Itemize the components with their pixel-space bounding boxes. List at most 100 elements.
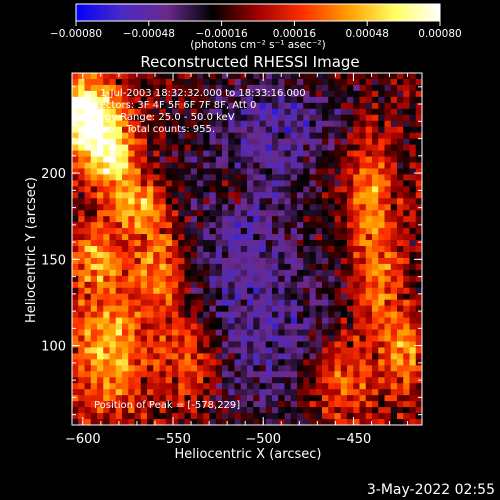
- heatmap-cell: [278, 84, 286, 92]
- heatmap-cell: [97, 389, 104, 396]
- heatmap-cell: [290, 413, 298, 420]
- heatmap-cell: [378, 353, 386, 360]
- heatmap-cell: [265, 311, 273, 319]
- heatmap-cell: [290, 174, 298, 181]
- heatmap-cell: [259, 335, 267, 343]
- heatmap-cell: [97, 281, 104, 289]
- heatmap-cell: [390, 180, 398, 187]
- heatmap-cell: [184, 353, 192, 360]
- heatmap-cell: [409, 132, 417, 140]
- heatmap-cell: [272, 371, 279, 378]
- heatmap-cell: [234, 144, 242, 152]
- heatmap-cell: [415, 73, 422, 80]
- heatmap-cell: [203, 287, 211, 295]
- heatmap-cell: [347, 407, 354, 414]
- heatmap-cell: [84, 395, 92, 402]
- heatmap-cell: [159, 281, 167, 289]
- heatmap-cell: [303, 90, 311, 98]
- heatmap-cell: [228, 96, 236, 104]
- heatmap-cell: [415, 234, 422, 241]
- heatmap-cell: [209, 210, 217, 217]
- heatmap-cell: [165, 222, 173, 229]
- heatmap-cell: [153, 198, 161, 205]
- heatmap-cell: [259, 347, 267, 355]
- heatmap-cell: [372, 299, 379, 307]
- heatmap-cell: [397, 144, 404, 152]
- heatmap-cell: [84, 305, 92, 313]
- heatmap-cell: [78, 78, 86, 86]
- heatmap-cell: [153, 287, 161, 295]
- heatmap-cell: [165, 204, 173, 211]
- heatmap-cell: [172, 156, 179, 164]
- heatmap-cell: [309, 419, 317, 425]
- heatmap-cell: [165, 317, 173, 325]
- heatmap-cell: [222, 246, 229, 253]
- heatmap-cell: [190, 311, 198, 319]
- heatmap-cell: [109, 347, 117, 355]
- heatmap-cell: [259, 96, 267, 104]
- heatmap-cell: [359, 335, 367, 343]
- heatmap-cell: [240, 269, 248, 277]
- heatmap-cell: [322, 275, 329, 283]
- heatmap-cell: [384, 222, 392, 229]
- heatmap-cell: [128, 120, 136, 128]
- heatmap-cell: [128, 90, 136, 98]
- heatmap-cell: [253, 371, 261, 378]
- heatmap-cell: [240, 90, 248, 98]
- heatmap-cell: [84, 144, 92, 152]
- heatmap-cell: [134, 305, 142, 313]
- heatmap-cell: [240, 114, 248, 122]
- heatmap-cell: [322, 144, 329, 152]
- heatmap-cell: [172, 240, 179, 247]
- heatmap-cell: [309, 90, 317, 98]
- heatmap-cell: [340, 186, 348, 193]
- heatmap-cell: [365, 371, 373, 378]
- heatmap-cell: [184, 84, 192, 92]
- heatmap-cell: [378, 222, 386, 229]
- heatmap-cell: [403, 186, 411, 193]
- heatmap-cell: [315, 353, 323, 360]
- heatmap-cell: [178, 269, 186, 277]
- heatmap-cell: [215, 114, 223, 122]
- heatmap-cell: [153, 228, 161, 235]
- heatmap-cell: [115, 216, 123, 223]
- heatmap-cell: [415, 419, 422, 425]
- heatmap-cell: [315, 156, 323, 164]
- heatmap-cell: [384, 407, 392, 414]
- heatmap-cell: [90, 341, 98, 349]
- heatmap-cell: [372, 73, 379, 80]
- heatmap-cell: [322, 419, 329, 425]
- heatmap-cell: [340, 174, 348, 181]
- heatmap-cell: [359, 186, 367, 193]
- heatmap-cell: [184, 401, 192, 408]
- heatmap-cell: [84, 96, 92, 104]
- heatmap-cell: [72, 293, 79, 301]
- heatmap-cell: [247, 341, 254, 349]
- heatmap-cell: [334, 240, 342, 247]
- heatmap-cell: [84, 401, 92, 408]
- heatmap-cell: [397, 335, 404, 343]
- heatmap-cell: [159, 120, 167, 128]
- heatmap-cell: [378, 210, 386, 217]
- heatmap-cell: [97, 120, 104, 128]
- heatmap-cell: [140, 138, 148, 146]
- heatmap-cell: [359, 222, 367, 229]
- heatmap-cell: [140, 293, 148, 301]
- x-tick-label: −500: [245, 432, 281, 447]
- heatmap-cell: [372, 359, 379, 366]
- plot-frame: [71, 72, 423, 426]
- heatmap-cell: [147, 251, 154, 259]
- heatmap-cell: [290, 377, 298, 384]
- heatmap-cell: [103, 192, 111, 199]
- heatmap-cell: [372, 377, 379, 384]
- heatmap-cell: [228, 120, 236, 128]
- heatmap-cell: [365, 281, 373, 289]
- heatmap-cell: [172, 407, 179, 414]
- heatmap-cell: [359, 102, 367, 110]
- heatmap-cell: [78, 371, 86, 378]
- heatmap-cell: [265, 198, 273, 205]
- heatmap-cell: [390, 371, 398, 378]
- heatmap-cell: [278, 269, 286, 277]
- heatmap-cell: [103, 371, 111, 378]
- heatmap-cell: [309, 401, 317, 408]
